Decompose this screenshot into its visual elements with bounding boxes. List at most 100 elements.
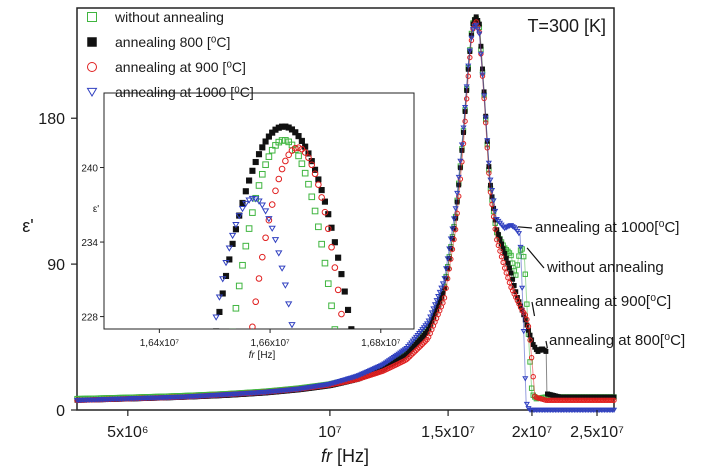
inset-data-point: [328, 224, 335, 231]
annotation-label: without annealing: [546, 259, 664, 276]
data-point: [430, 306, 437, 312]
legend-item: without annealing: [87, 9, 224, 25]
data-point: [487, 177, 494, 183]
y-tick-label: 90: [47, 257, 65, 274]
inset-data-point: [245, 225, 253, 232]
data-point: [484, 138, 491, 144]
data-point: [497, 248, 503, 254]
data-point: [495, 242, 502, 249]
inset-data-point: [242, 200, 250, 208]
data-point: [479, 72, 486, 78]
data-point: [522, 376, 529, 382]
inset-data-point: [255, 182, 263, 189]
x-axis-title-unit: [Hz]: [332, 446, 369, 466]
data-point: [476, 31, 483, 37]
data-point: [510, 276, 516, 282]
data-point: [403, 356, 410, 363]
data-point: [424, 321, 431, 327]
data-point: [495, 231, 501, 237]
inset-x-axis-title-var: fr: [249, 350, 256, 361]
inset-data-point: [222, 259, 230, 267]
data-point: [466, 48, 473, 54]
data-point: [455, 174, 462, 181]
data-point: [507, 265, 512, 271]
inset-data-point: [331, 326, 339, 329]
inset-x-tick-label: 1,64x10⁷: [140, 338, 180, 349]
inset-y-tick-label: 234: [81, 238, 98, 249]
data-point: [505, 260, 511, 266]
inset-frame: [103, 92, 415, 330]
data-point: [522, 271, 528, 277]
data-point: [463, 96, 470, 102]
legend: without annealing annealing 800 [⁰C] annea…: [86, 9, 254, 100]
annotation-label: annealing at 800[⁰C]: [549, 332, 685, 349]
inset-data-point: [315, 181, 322, 188]
inset-data-point: [246, 177, 253, 184]
data-point: [474, 27, 481, 33]
data-point: [406, 353, 413, 360]
inset-data-point: [249, 167, 256, 174]
data-point: [427, 314, 434, 320]
inset-data-point: [308, 158, 315, 165]
data-point: [446, 246, 453, 252]
annotation-arrow: [526, 247, 545, 269]
main-plot-area: 5x10⁶ 10⁷ 1,5x10⁷ 2x10⁷ 2,5x10⁷ 0 90 180: [38, 7, 624, 441]
inset-data-point: [258, 202, 266, 209]
inset-data-point: [331, 239, 338, 246]
annotation: without annealing: [526, 247, 664, 276]
inset-data-point: [255, 275, 263, 282]
data-point: [468, 35, 475, 41]
inset-y-tick-label: 240: [81, 164, 98, 175]
data-point: [511, 225, 518, 231]
inset-data-point: [305, 154, 312, 161]
data-point: [497, 236, 503, 242]
data-point: [410, 350, 416, 357]
main-plot-frame: [76, 7, 615, 411]
inset-data-point: [318, 187, 325, 194]
annotation: annealing at 800[⁰C]: [545, 332, 685, 349]
inset-data-point: [344, 306, 352, 313]
inset-data-point: [265, 216, 273, 224]
data-point: [419, 341, 426, 348]
y-tick-label: 0: [56, 403, 65, 420]
data-point: [527, 337, 533, 343]
data-point: [611, 397, 617, 403]
data-point: [460, 125, 467, 131]
data-point: [425, 318, 432, 324]
inset-data-point: [265, 216, 273, 223]
legend-marker: [87, 12, 97, 22]
legend-marker: [87, 62, 97, 72]
inset-data-point: [282, 157, 289, 165]
inset-data-point: [228, 232, 237, 240]
data-point: [513, 272, 519, 278]
inset-data-point: [249, 323, 256, 329]
inset-data-point: [242, 188, 249, 195]
main-series-group: [73, 14, 618, 413]
data-point: [486, 170, 492, 176]
inset-data-point: [225, 245, 233, 252]
inset-data-point: [311, 207, 319, 215]
inset-axis-ticks: 1,64x10⁷ 1,66x10⁷ 1,68x10⁷ 228 234 240: [81, 164, 400, 349]
data-point: [405, 355, 411, 361]
inset-data-point: [239, 261, 246, 269]
inset-data-point: [338, 310, 345, 318]
data-point: [524, 301, 530, 307]
data-point: [508, 270, 514, 276]
inset-data-point: [331, 264, 339, 271]
inset-data-point: [325, 211, 332, 218]
data-point: [500, 259, 506, 266]
data-point: [431, 302, 439, 308]
inset-data-point: [258, 253, 266, 261]
data-point: [503, 270, 509, 276]
data-point: [528, 354, 535, 361]
data-point: [515, 231, 523, 237]
data-point: [450, 216, 458, 222]
inset-series-1: [213, 123, 355, 329]
inset-data-point: [295, 144, 302, 152]
data-point: [421, 340, 427, 346]
inset-data-point: [242, 242, 250, 250]
data-point: [481, 93, 488, 99]
legend-item: annealing 800 [⁰C]: [87, 34, 230, 50]
inset-data-point: [334, 286, 342, 294]
